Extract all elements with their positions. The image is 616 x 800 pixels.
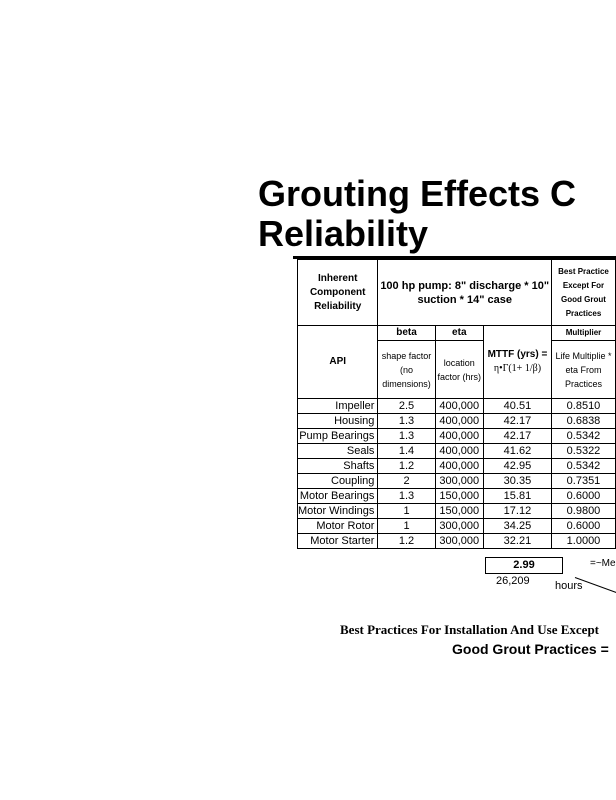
cell-beta: 1.3 [377,413,436,429]
reliability-table: Inherent Component Reliability 100 hp pu… [296,259,616,549]
cell-mult: 0.6000 [550,518,616,534]
cell-mult: 0.5342 [550,458,616,474]
cell-beta: 1.4 [377,443,436,459]
cell-mttf: 30.35 [482,473,552,489]
cell-eta: 300,000 [434,473,484,489]
cell-eta: 400,000 [434,398,484,414]
mttf-formula: η•Γ(1+ 1/β) [493,363,542,374]
table-row: Shafts 1.2 400,000 42.95 0.5342 [296,458,616,474]
cell-mult: 0.9800 [550,503,616,519]
cell-mttf: 32.21 [482,533,552,549]
cell-name: Pump Bearings [296,428,379,444]
cell-mult: 0.7351 [550,473,616,489]
cell-beta: 1.2 [377,533,436,549]
table-row: Motor Starter 1.2 300,000 32.21 1.0000 [296,533,616,549]
cell-eta: 150,000 [434,488,484,504]
cell-mult: 0.8510 [550,398,616,414]
header-location-factor: location factor (hrs) [434,340,484,399]
cell-name: Shafts [296,458,379,474]
cell-eta: 300,000 [434,533,484,549]
cell-beta: 1 [377,503,436,519]
mean-label: =~Me [590,558,616,569]
cell-mttf: 42.17 [482,428,552,444]
cell-mttf: 15.81 [482,488,552,504]
cell-name: Motor Starter [296,533,379,549]
cell-beta: 1.3 [377,488,436,504]
hours-label: hours [555,580,583,592]
header-shape-factor: shape factor (no dimensions) [377,340,436,399]
cell-mttf: 42.17 [482,413,552,429]
cell-name: Motor Rotor [296,518,379,534]
cell-eta: 400,000 [434,413,484,429]
cell-beta: 2 [377,473,436,489]
header-inherent: Inherent Component Reliability [296,259,379,326]
header-beta: beta [377,325,436,341]
total-mttf: 2.99 [485,557,563,574]
cell-mttf: 42.95 [482,458,552,474]
title-line-1: Grouting Effects C [258,173,577,214]
table-row: Impeller 2.5 400,000 40.51 0.8510 [296,398,616,414]
table-top-rule [293,256,616,259]
cell-name: Motor Bearings [296,488,379,504]
cell-mttf: 41.62 [482,443,552,459]
cell-name: Seals [296,443,379,459]
header-eta: eta [434,325,484,341]
cell-mult: 0.6000 [550,488,616,504]
title-line-2: Reliability [258,213,429,254]
table-row: Coupling 2 300,000 30.35 0.7351 [296,473,616,489]
cell-eta: 400,000 [434,428,484,444]
table-row: Pump Bearings 1.3 400,000 42.17 0.5342 [296,428,616,444]
table-row: Seals 1.4 400,000 41.62 0.5322 [296,443,616,459]
cell-eta: 150,000 [434,503,484,519]
cell-mult: 0.5322 [550,443,616,459]
header-best-practice: Best Practice Except For Good Grout Prac… [550,259,616,326]
cell-eta: 300,000 [434,518,484,534]
cell-name: Motor Windings [296,503,379,519]
cell-mttf: 17.12 [482,503,552,519]
cell-name: Housing [296,413,379,429]
cell-mult: 1.0000 [550,533,616,549]
cell-mult: 0.6838 [550,413,616,429]
cell-eta: 400,000 [434,458,484,474]
table-row: Motor Bearings 1.3 150,000 15.81 0.6000 [296,488,616,504]
header-api: API [296,325,379,399]
hours-value: 26,209 [496,575,530,587]
mttf-label: MTTF (yrs) = [487,349,548,360]
cell-beta: 1.2 [377,458,436,474]
table-row: Housing 1.3 400,000 42.17 0.6838 [296,413,616,429]
cell-beta: 1 [377,518,436,534]
cell-beta: 2.5 [377,398,436,414]
cell-name: Impeller [296,398,379,414]
page-title: Grouting Effects C Reliability [258,174,576,254]
cell-name: Coupling [296,473,379,489]
header-pump: 100 hp pump: 8" discharge * 10" suction … [377,259,552,326]
cell-beta: 1.3 [377,428,436,444]
table-row: Motor Rotor 1 300,000 34.25 0.6000 [296,518,616,534]
cell-mttf: 34.25 [482,518,552,534]
cell-mttf: 40.51 [482,398,552,414]
cell-mult: 0.5342 [550,428,616,444]
cell-eta: 400,000 [434,443,484,459]
footer-line-2: Good Grout Practices = [452,641,609,657]
header-life-multiplier: Life Multiplie * eta From Practices [550,340,616,399]
header-multiplier: Multiplier [550,325,616,341]
table-row: Motor Windings 1 150,000 17.12 0.9800 [296,503,616,519]
header-mttf: MTTF (yrs) = η•Γ(1+ 1/β) [482,325,552,399]
footer-line-1: Best Practices For Installation And Use … [340,622,600,637]
